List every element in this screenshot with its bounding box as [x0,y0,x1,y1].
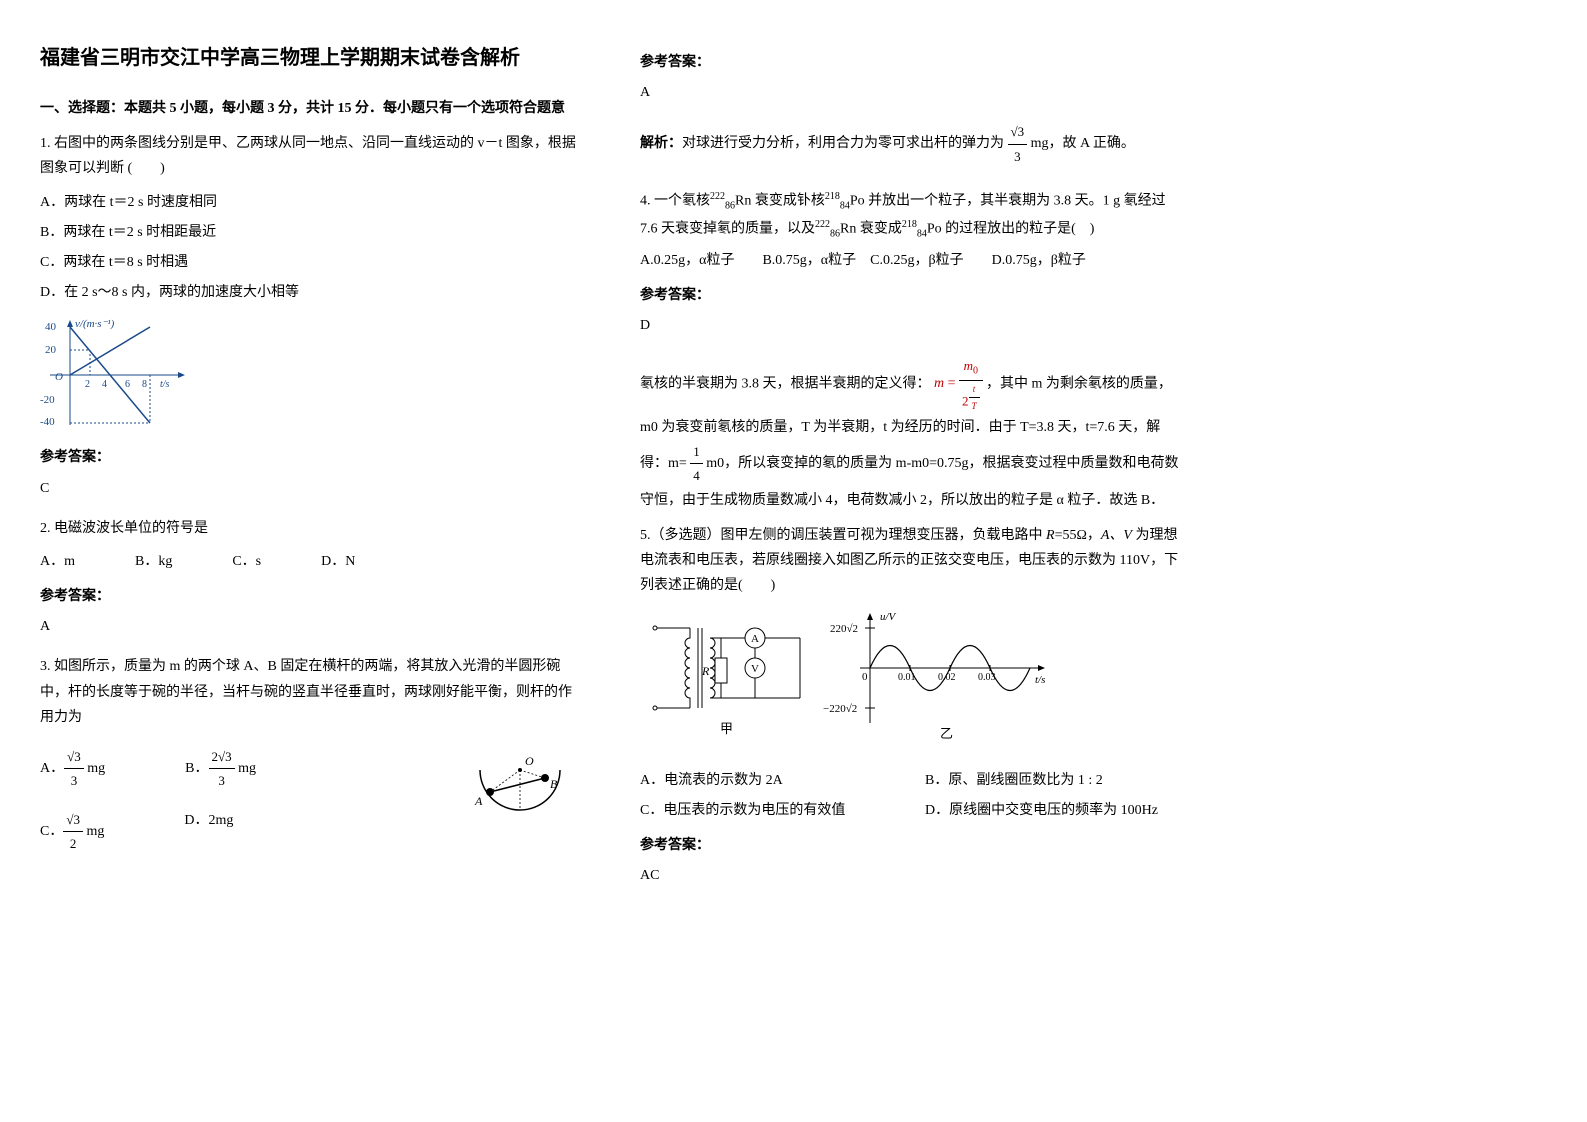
q1-option-a: A．两球在 t＝2 s 时速度相同 [40,190,580,215]
svg-text:20: 20 [45,344,57,356]
svg-text:2: 2 [85,379,90,390]
question-2: 2. 电磁波波长单位的符号是 A．m B．kg C．s D．N 参考答案： A [40,516,580,640]
q4-answer-label: 参考答案： [640,283,1180,308]
section-1-header: 一、选择题：本题共 5 小题，每小题 3 分，共计 15 分．每小题只有一个选项… [40,96,580,121]
q4-explanation: 氡核的半衰期为 3.8 天，根据半衰期的定义得： m = m02tT ，其中 m… [640,354,1180,513]
svg-text:O: O [55,371,63,383]
svg-text:t/s: t/s [160,379,170,390]
svg-text:u/V: u/V [880,611,897,623]
left-column: 福建省三明市交江中学高三物理上学期期末试卷含解析 一、选择题：本题共 5 小题，… [40,40,580,903]
question-1: 1. 右图中的两条图线分别是甲、乙两球从同一地点、沿同一直线运动的 v－t 图象… [40,131,580,501]
q5-stem: 5.（多选题）图甲左侧的调压装置可视为理想变压器，负载电路中 R=55Ω，A、V… [640,523,1180,599]
svg-text:t/s: t/s [1035,674,1045,686]
q3-option-c: C．√32 mg [40,808,104,856]
q2-answer: A [40,614,580,639]
q3-answer: A [640,80,1180,105]
q3-option-b: B．2√33 mg [185,745,256,793]
question-3: 3. 如图所示，质量为 m 的两个球 A、B 固定在横杆的两端，将其放入光滑的半… [40,654,580,855]
q1-option-b: B．两球在 t＝2 s 时相距最近 [40,220,580,245]
q5-answer-label: 参考答案： [640,833,1180,858]
q4-stem: 4. 一个氡核22286Rn 衰变成钋核21884Po 并放出一个粒子，其半衰期… [640,188,1180,243]
svg-text:8: 8 [142,379,147,390]
q5-option-a: A．电流表的示数为 2A [640,768,895,793]
svg-text:0.03: 0.03 [978,672,996,683]
q5-option-b: B．原、副线圈匝数比为 1 : 2 [925,768,1180,793]
svg-text:220√2: 220√2 [830,623,858,635]
svg-text:A: A [751,633,759,645]
q2-option-b: B．kg [135,549,172,574]
svg-text:−220√2: −220√2 [823,703,857,715]
svg-text:0: 0 [862,671,868,683]
question-4: 4. 一个氡核22286Rn 衰变成钋核21884Po 并放出一个粒子，其半衰期… [640,188,1180,513]
q2-option-a: A．m [40,549,75,574]
q1-answer: C [40,476,580,501]
bowl-diagram: O A B [460,730,580,829]
q5-option-d: D．原线圈中交变电压的频率为 100Hz [925,798,1180,823]
svg-text:v/(m·s⁻¹): v/(m·s⁻¹) [75,318,115,330]
q2-answer-label: 参考答案： [40,584,580,609]
svg-text:R: R [701,664,710,678]
q3-answer-label: 参考答案： [640,50,1180,75]
svg-text:40: 40 [45,321,57,333]
q1-vt-graph: 40 20 O -20 -40 2 4 6 8 t/s v/(m·s⁻¹) [40,315,190,435]
svg-text:0.02: 0.02 [938,672,956,683]
svg-text:-40: -40 [40,416,55,428]
q2-option-d: D．N [321,549,355,574]
q2-stem: 2. 电磁波波长单位的符号是 [40,516,580,541]
q5-option-c: C．电压表的示数为电压的有效值 [640,798,895,823]
q3-stem: 3. 如图所示，质量为 m 的两个球 A、B 固定在横杆的两端，将其放入光滑的半… [40,654,580,730]
q4-options: A.0.25g，α粒子 B.0.75g，α粒子 C.0.25g，β粒子 D.0.… [640,248,1180,273]
svg-text:乙: 乙 [940,726,953,741]
svg-text:V: V [751,663,759,675]
q4-answer: D [640,313,1180,338]
main-title: 福建省三明市交江中学高三物理上学期期末试卷含解析 [40,40,580,76]
q2-option-c: C．s [232,549,261,574]
svg-text:甲: 甲 [720,721,733,736]
q1-answer-label: 参考答案： [40,445,580,470]
svg-text:B: B [550,777,558,791]
q1-option-c: C．两球在 t＝8 s 时相遇 [40,250,580,275]
q3-explanation: 解析：对球进行受力分析，利用合力为零可求出杆的弹力为 √33 mg，故 A 正确… [640,120,1180,168]
q5-diagram: A V R 甲 u/V t/s [640,608,1180,757]
q3-option-d: D．2mg [184,808,233,856]
q3-option-a: A．√33 mg [40,745,105,793]
svg-text:4: 4 [102,379,107,390]
q1-stem: 1. 右图中的两条图线分别是甲、乙两球从同一地点、沿同一直线运动的 v－t 图象… [40,131,580,181]
svg-text:A: A [474,794,483,808]
svg-text:0.01: 0.01 [898,672,916,683]
svg-text:-20: -20 [40,394,55,406]
svg-text:O: O [525,754,534,768]
svg-text:6: 6 [125,379,130,390]
q5-answer: AC [640,863,1180,888]
right-column: 参考答案： A 解析：对球进行受力分析，利用合力为零可求出杆的弹力为 √33 m… [640,40,1180,903]
q1-option-d: D．在 2 s～8 s 内，两球的加速度大小相等 [40,280,580,305]
question-5: 5.（多选题）图甲左侧的调压装置可视为理想变压器，负载电路中 R=55Ω，A、V… [640,523,1180,889]
